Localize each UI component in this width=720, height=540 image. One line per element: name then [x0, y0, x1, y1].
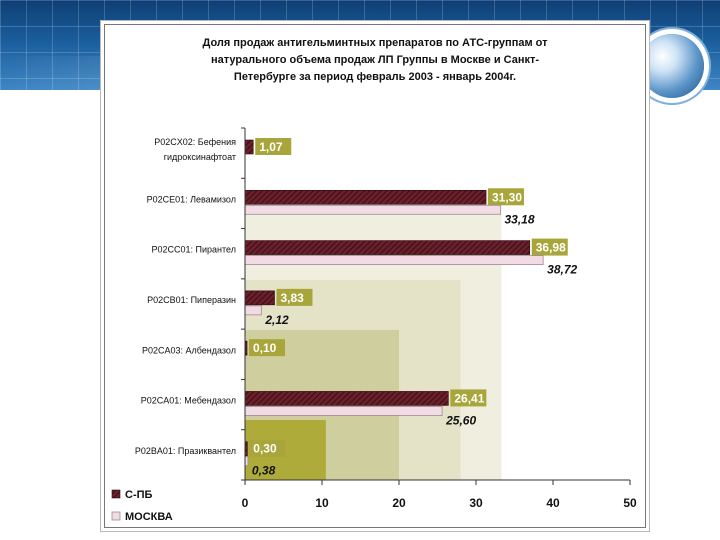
- value-label-msk-3: 2,12: [264, 313, 289, 327]
- globe-icon: [640, 34, 704, 98]
- bars-layer: 1,07 31,30 33,18 36,98 38,72 3,83 2,12 0,10 26,4…: [244, 138, 577, 478]
- x-tick-label-4: 40: [546, 496, 560, 510]
- bar-spb-1: [244, 189, 487, 205]
- category-label-5-0: P02CA01: Мебендазол: [141, 396, 236, 406]
- x-tick-label-2: 20: [392, 496, 406, 510]
- category-label-6-0: P02BA01: Празиквантел: [135, 446, 236, 456]
- legend-label-msk: МОСКВА: [125, 511, 173, 523]
- category-label-1-0: P02CE01: Левамизол: [147, 194, 236, 204]
- x-tick-label-3: 30: [469, 496, 483, 510]
- bar-msk-1: [244, 204, 501, 215]
- value-label-msk-1: 33,18: [504, 212, 534, 226]
- value-label-spb-1: 31,30: [492, 190, 522, 204]
- value-label-spb-2: 36,98: [536, 241, 566, 255]
- bar-msk-2: [244, 255, 544, 265]
- value-label-spb-3: 3,83: [280, 291, 304, 305]
- chart-title: Доля продаж антигельминтных препаратов п…: [203, 37, 549, 83]
- category-label-4-0: P02CA03: Албендазол: [142, 345, 236, 355]
- background-bands: [245, 190, 502, 480]
- chart-title-line-1: Доля продаж антигельминтных препаратов п…: [203, 37, 549, 49]
- value-label-bg-spb-1: [488, 188, 525, 206]
- x-tick-label-0: 0: [242, 496, 249, 510]
- chart-title-line-3: Петербурге за период февраль 2003 - янва…: [234, 71, 516, 83]
- value-label-bg-spb-4: [249, 339, 285, 357]
- value-label-msk-6: 0,38: [252, 464, 276, 478]
- value-label-bg-spb-6: [249, 439, 286, 457]
- x-tick-label-5: 50: [623, 496, 637, 510]
- value-label-bg-spb-2: [531, 238, 568, 256]
- bar-msk-3: [244, 305, 262, 316]
- value-label-bg-spb-3: [276, 288, 313, 306]
- category-label-3-0: P02CB01: Пиперазин: [147, 295, 236, 305]
- legend-label-spb: С-ПБ: [125, 489, 153, 501]
- legend-swatch-msk: [111, 511, 121, 521]
- value-label-msk-2: 38,72: [547, 263, 577, 277]
- chart-title-line-2: натурального объема продаж ЛП Группы в М…: [211, 54, 539, 66]
- value-label-spb-6: 0,30: [253, 442, 277, 456]
- value-label-spb-0: 1,07: [259, 140, 283, 154]
- value-label-spb-4: 0,10: [253, 341, 277, 355]
- value-label-bg-spb-5: [450, 389, 487, 407]
- category-label-2-0: P02CC01: Пирантел: [152, 245, 236, 255]
- bar-msk-5: [244, 406, 443, 416]
- bar-spb-2: [244, 240, 531, 255]
- x-axis: 0 10 20 30 40 50: [241, 127, 637, 510]
- bar-spb-5: [244, 391, 449, 406]
- value-label-msk-5: 25,60: [445, 413, 476, 427]
- x-tick-label-1: 10: [315, 496, 329, 510]
- bar-spb-0: [244, 139, 254, 155]
- value-label-spb-5: 26,41: [454, 391, 484, 405]
- category-label-0-0: P02CX02: Бефения: [154, 137, 236, 147]
- category-labels: P02CX02: Бефения гидроксинафтоат P02CE01: …: [135, 137, 236, 456]
- bar-spb-3: [244, 290, 275, 306]
- value-label-bg-spb-0: [255, 138, 292, 155]
- legend-swatch-spb: [111, 489, 121, 499]
- category-label-0-1: гидроксинафтоат: [164, 152, 236, 162]
- legend: С-ПБ МОСКВА: [111, 489, 173, 523]
